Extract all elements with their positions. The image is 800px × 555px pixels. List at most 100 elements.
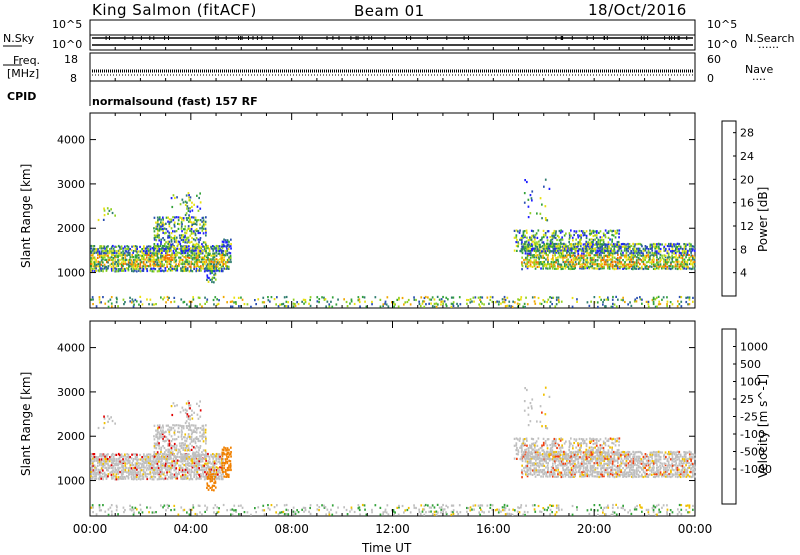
power-cell-1948 (651, 246, 653, 248)
velocity-cell-55 (99, 474, 101, 476)
power-cell-1944 (651, 254, 653, 256)
power-cell-2621 (233, 301, 235, 303)
velocity-cell-1473 (570, 476, 572, 478)
power-cell-1303 (537, 254, 539, 256)
power-cell-1968 (655, 243, 657, 245)
velocity-cell-1593 (590, 473, 592, 475)
velocity-cell-1291 (535, 469, 537, 471)
power-cell-2066 (673, 250, 675, 252)
velocity-cell-1830 (631, 466, 633, 468)
power-cell-2637 (262, 297, 264, 299)
power-cell-52 (97, 248, 99, 250)
power-cell-313 (141, 248, 143, 250)
power-cell-47 (98, 261, 100, 263)
velocity-cell-894 (171, 447, 173, 449)
velocity-cell-1714 (610, 466, 612, 468)
power-cell-1783 (622, 246, 624, 248)
power-cell-1199 (226, 241, 228, 243)
power-cell-2882 (603, 299, 605, 301)
power-cell-1248 (527, 257, 529, 259)
power-cell-2162 (690, 263, 692, 265)
power-cell-2218 (522, 237, 524, 239)
velocity-cell-564 (185, 471, 187, 473)
velocity-cell-1631 (596, 476, 598, 478)
power-cell-1720 (612, 266, 614, 268)
power-cell-828 (158, 239, 160, 241)
velocity-cell-1893 (641, 458, 643, 460)
power-cell-2309 (553, 250, 555, 252)
power-cell-1721 (612, 264, 614, 266)
velocity-cell-1831 (630, 464, 632, 466)
velocity-cell-1703 (608, 472, 610, 474)
power-cell-2206 (519, 230, 521, 232)
velocity-cell-574 (187, 475, 189, 477)
power-cell-679 (203, 257, 205, 259)
power-cell-2190 (514, 237, 516, 239)
velocity-cell-1046 (199, 431, 201, 433)
power-cell-577 (187, 259, 189, 261)
power-cell-1043 (200, 237, 202, 239)
power-cell-2766 (442, 303, 444, 305)
power-cell-587 (188, 261, 190, 263)
power-cell-373 (152, 252, 154, 254)
velocity-cell-1945 (652, 460, 654, 462)
power-cell-246 (131, 266, 133, 268)
power-cell-2453 (600, 230, 602, 232)
power-cell-1992 (660, 263, 662, 265)
power-cell-2924 (658, 303, 660, 305)
power-cell-2467 (604, 243, 606, 245)
power-cell-2570 (139, 296, 141, 298)
power-cell-2126 (683, 254, 685, 256)
power-cell-263 (133, 245, 135, 247)
velocity-cell-904 (172, 438, 174, 440)
power-cell-1415 (558, 252, 560, 254)
power-cell-2230 (526, 246, 528, 248)
velocity-cell-1472 (568, 453, 570, 455)
velocity-cell-1396 (554, 462, 556, 464)
velocity-cell-646 (198, 474, 200, 476)
power-cell-312 (141, 250, 143, 252)
velocity-cell-568 (185, 463, 187, 465)
velocity-cell-1039 (198, 427, 200, 429)
power-cell-885 (168, 232, 170, 234)
power-cell-1414 (557, 256, 559, 258)
power-cell-991 (189, 217, 191, 219)
velocity-cell-1209 (228, 452, 230, 454)
power-cell-913 (174, 225, 176, 227)
power-cell-2605 (204, 297, 206, 299)
velocity-cell-1072 (205, 431, 207, 433)
velocity-cell-1935 (649, 463, 651, 465)
power-cell-2062 (673, 266, 675, 268)
velocity-cell-441 (163, 478, 165, 480)
velocity-cell-1214 (230, 463, 232, 465)
power-cell-143 (112, 245, 114, 247)
velocity-cell-1312 (538, 464, 540, 466)
power-cell-2819 (505, 305, 507, 307)
power-cell-831 (159, 230, 161, 232)
velocity-cell-1358 (547, 467, 549, 469)
power-cell-129 (110, 250, 112, 252)
velocity-cell-1131 (208, 485, 210, 487)
power-cell-2406 (586, 230, 588, 232)
power-cell-2947 (689, 303, 691, 305)
power-cell-1222 (521, 263, 523, 265)
velocity-cell-27 (94, 471, 96, 473)
power-cell-1299 (537, 266, 539, 268)
power-cell-403 (157, 253, 159, 255)
velocity-cell-102 (105, 460, 107, 462)
power-cell-2598 (195, 305, 197, 307)
power-cell-1273 (532, 266, 534, 268)
power-cell-2392 (583, 250, 585, 252)
power-cell-30 (94, 257, 96, 259)
power-cell-2576 (153, 304, 155, 306)
velocity-cell-232 (127, 460, 129, 462)
power-cell-2201 (517, 241, 519, 243)
power-cell-1703 (608, 264, 610, 266)
power-cell-2518 (530, 212, 532, 214)
velocity-cell-668 (202, 469, 204, 471)
power-cell-1823 (629, 248, 631, 250)
power-cell-112 (107, 252, 109, 254)
velocity-cell-1636 (596, 462, 598, 464)
power-cell-1041 (199, 248, 201, 250)
power-cell-2760 (437, 303, 439, 305)
